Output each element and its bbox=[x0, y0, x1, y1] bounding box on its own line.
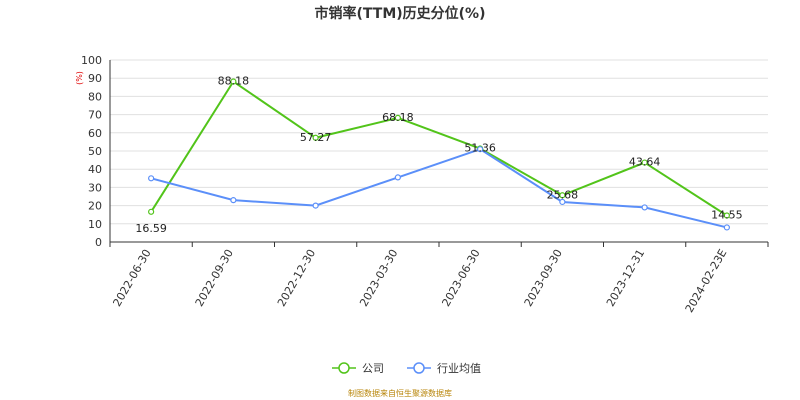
x-tick-label: 2023-03-30 bbox=[357, 247, 400, 309]
legend-label-0[interactable]: 公司 bbox=[362, 362, 384, 375]
data-point bbox=[723, 224, 730, 231]
y-tick-label: 60 bbox=[88, 127, 102, 140]
data-labels: 16.59 88.18 57.27 68.18 51.36 25.68 43.64 14.55 bbox=[135, 75, 742, 235]
y-axis-unit: (%) bbox=[75, 71, 84, 85]
y-tick-label: 40 bbox=[88, 163, 102, 176]
source-note: 制图数据来自恒生聚源数据库 bbox=[348, 388, 452, 398]
data-label: 14.55 bbox=[711, 209, 743, 222]
data-point bbox=[230, 197, 237, 204]
data-point bbox=[723, 212, 730, 219]
y-tick-label: 70 bbox=[88, 109, 102, 122]
x-tick-label: 2022-06-30 bbox=[110, 247, 153, 309]
data-label: 68.18 bbox=[382, 111, 414, 124]
data-point bbox=[477, 146, 484, 153]
data-point bbox=[312, 134, 319, 141]
x-tick-label: 2023-12-31 bbox=[604, 247, 647, 309]
y-tick-label: 10 bbox=[88, 218, 102, 231]
y-tick-label: 80 bbox=[88, 90, 102, 103]
data-label: 16.59 bbox=[135, 222, 167, 235]
data-point bbox=[641, 159, 648, 166]
x-tick-label: 2022-12-30 bbox=[275, 247, 318, 309]
y-tick-label: 20 bbox=[88, 200, 102, 213]
legend-marker-0[interactable] bbox=[338, 362, 350, 374]
data-point bbox=[641, 204, 648, 211]
x-tick-label: 2022-09-30 bbox=[193, 247, 236, 309]
data-label: 51.36 bbox=[464, 142, 496, 155]
series-line-0 bbox=[150, 80, 728, 217]
series-line-1 bbox=[150, 148, 728, 229]
data-label: 88.18 bbox=[218, 75, 250, 88]
data-label: 57.27 bbox=[300, 131, 332, 144]
grid-lines bbox=[110, 59, 768, 243]
axes: 0 10 20 30 40 50 60 70 80 90 100 2022-06-30 2022-09-… bbox=[81, 54, 769, 315]
legend-label-1[interactable]: 行业均值 bbox=[437, 362, 481, 375]
data-point bbox=[559, 198, 566, 206]
data-point bbox=[394, 174, 401, 181]
data-point bbox=[394, 114, 401, 122]
chart-title: 市销率(TTM)历史分位(%) bbox=[315, 5, 486, 22]
data-point bbox=[312, 202, 319, 209]
data-point bbox=[559, 192, 566, 199]
y-tick-label: 50 bbox=[88, 145, 102, 158]
data-label: 43.64 bbox=[629, 156, 661, 169]
data-point bbox=[230, 78, 237, 85]
legend-marker-1[interactable] bbox=[413, 362, 425, 374]
series-layer bbox=[148, 78, 730, 231]
data-label: 25.68 bbox=[547, 188, 579, 201]
y-tick-label: 90 bbox=[88, 72, 102, 85]
y-tick-label: 30 bbox=[88, 181, 102, 194]
x-tick-label: 2023-06-30 bbox=[439, 247, 482, 309]
y-tick-label: 100 bbox=[81, 54, 102, 67]
x-tick-label: 2024-02-23E bbox=[683, 247, 730, 315]
data-point bbox=[148, 208, 155, 215]
data-point bbox=[148, 175, 155, 182]
y-tick-label: 0 bbox=[95, 236, 102, 249]
x-tick-label: 2023-09-30 bbox=[522, 247, 565, 309]
legend[interactable]: 公司 行业均值 bbox=[332, 362, 481, 375]
